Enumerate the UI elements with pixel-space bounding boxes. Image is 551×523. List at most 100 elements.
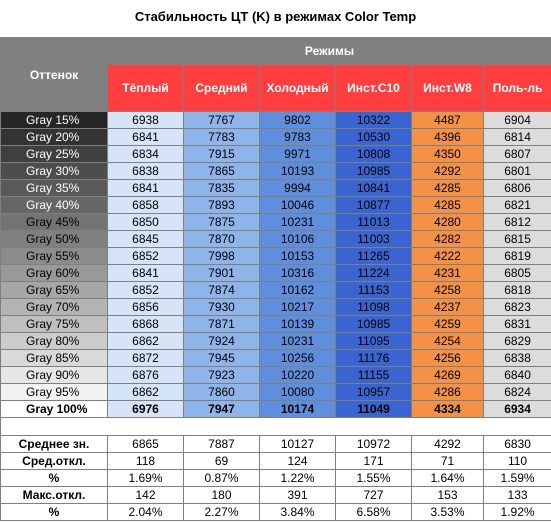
shade-label: Gray 70% bbox=[26, 300, 80, 314]
summary-cell-user: 133 bbox=[482, 486, 551, 504]
value-cell-w8: 4254 bbox=[411, 332, 484, 350]
value-cell-w8: 4231 bbox=[411, 264, 484, 282]
value-cell-user: 6838 bbox=[482, 349, 551, 367]
value-cell-cold: 9783 bbox=[259, 128, 336, 146]
summary-cell-medium: 2.27% bbox=[183, 503, 260, 521]
shade-cell: Gray 60% bbox=[0, 264, 108, 282]
value-cell-medium: 7930 bbox=[183, 298, 260, 316]
summary-cell-cold: 1.22% bbox=[259, 469, 336, 487]
shade-cell: Gray 100% bbox=[0, 400, 108, 418]
value-cell-c10: 11003 bbox=[335, 230, 412, 248]
value-cell-cold: 10162 bbox=[259, 281, 336, 299]
summary-cell-user: 110 bbox=[482, 452, 551, 470]
summary-row: Среднее зн. 6865 7887 10127 10972 4292 6830 bbox=[0, 435, 551, 453]
value-cell-warm: 6852 bbox=[107, 247, 184, 265]
mode-header-w8: Инст.W8 bbox=[411, 64, 484, 112]
mode-header-c10: Инст.С10 bbox=[335, 64, 412, 112]
value-cell-user: 6824 bbox=[482, 383, 551, 401]
value-cell-c10: 11095 bbox=[335, 332, 412, 350]
value-cell-w8: 4282 bbox=[411, 230, 484, 248]
summary-cell-cold: 391 bbox=[259, 486, 336, 504]
shade-cell: Gray 50% bbox=[0, 230, 108, 248]
shade-cell: Gray 65% bbox=[0, 281, 108, 299]
value-cell-c10: 10530 bbox=[335, 128, 412, 146]
shade-label: Gray 85% bbox=[26, 351, 80, 365]
value-cell-medium: 7998 bbox=[183, 247, 260, 265]
value-cell-cold: 9802 bbox=[259, 111, 336, 129]
table-row: Gray 70% 6856 7930 10217 11098 4237 6823 bbox=[0, 298, 551, 316]
shade-cell: Gray 20% bbox=[0, 128, 108, 146]
summary-row: % 1.69% 0.87% 1.22% 1.55% 1.64% 1.59% bbox=[0, 469, 551, 487]
value-cell-w8: 4269 bbox=[411, 366, 484, 384]
value-cell-w8: 4487 bbox=[411, 111, 484, 129]
value-cell-medium: 7767 bbox=[183, 111, 260, 129]
value-cell-c10: 10957 bbox=[335, 383, 412, 401]
shade-label: Gray 40% bbox=[26, 198, 80, 212]
value-cell-w8: 4286 bbox=[411, 383, 484, 401]
value-cell-w8: 4237 bbox=[411, 298, 484, 316]
value-cell-c10: 10877 bbox=[335, 196, 412, 214]
value-cell-c10: 11265 bbox=[335, 247, 412, 265]
value-cell-c10: 10808 bbox=[335, 145, 412, 163]
value-cell-cold: 10046 bbox=[259, 196, 336, 214]
value-cell-w8: 4285 bbox=[411, 179, 484, 197]
summary-cell-warm: 6865 bbox=[107, 435, 184, 453]
value-cell-user: 6934 bbox=[482, 400, 551, 418]
table-row: Gray 35% 6841 7835 9994 10841 4285 6806 bbox=[0, 179, 551, 197]
value-cell-c10: 11155 bbox=[335, 366, 412, 384]
shade-label: Gray 35% bbox=[26, 181, 80, 195]
value-cell-cold: 10256 bbox=[259, 349, 336, 367]
shade-label: Gray 60% bbox=[26, 266, 80, 280]
value-cell-c10: 11098 bbox=[335, 298, 412, 316]
value-cell-warm: 6852 bbox=[107, 281, 184, 299]
value-cell-w8: 4396 bbox=[411, 128, 484, 146]
value-cell-medium: 7783 bbox=[183, 128, 260, 146]
table-row: Gray 100% 6976 7947 10174 11049 4334 6934 bbox=[0, 400, 551, 418]
shade-header: Оттенок bbox=[0, 37, 108, 112]
summary-cell-w8: 4292 bbox=[411, 435, 484, 453]
value-cell-cold: 10139 bbox=[259, 315, 336, 333]
table-row: Gray 60% 6841 7901 10316 11224 4231 6805 bbox=[0, 264, 551, 282]
shade-label: Gray 80% bbox=[26, 334, 80, 348]
value-cell-w8: 4334 bbox=[411, 400, 484, 418]
value-cell-medium: 7901 bbox=[183, 264, 260, 282]
table-row: Gray 25% 6834 7915 9971 10808 4350 6807 bbox=[0, 145, 551, 163]
chart-title: Стабильность ЦТ (K) в режимах Color Temp bbox=[134, 9, 417, 24]
table-row: Gray 80% 6862 7924 10231 11095 4254 6829 bbox=[0, 332, 551, 350]
value-cell-user: 6818 bbox=[482, 281, 551, 299]
value-cell-medium: 7893 bbox=[183, 196, 260, 214]
value-cell-cold: 10231 bbox=[259, 213, 336, 231]
summary-row: % 2.04% 2.27% 3.84% 6.58% 3.53% 1.92% bbox=[0, 503, 551, 521]
value-cell-cold: 10193 bbox=[259, 162, 336, 180]
shade-cell: Gray 70% bbox=[0, 298, 108, 316]
value-cell-user: 6904 bbox=[482, 111, 551, 129]
summary-cell-warm: 1.69% bbox=[107, 469, 184, 487]
value-cell-warm: 6862 bbox=[107, 332, 184, 350]
shade-label: Gray 100% bbox=[26, 402, 88, 416]
value-cell-cold: 9994 bbox=[259, 179, 336, 197]
summary-cell-w8: 1.64% bbox=[411, 469, 484, 487]
mode-header-warm: Тёплый bbox=[107, 64, 184, 112]
value-cell-medium: 7945 bbox=[183, 349, 260, 367]
table-row: Gray 50% 6845 7870 10106 11003 4282 6815 bbox=[0, 230, 551, 248]
table-row: Gray 90% 6876 7923 10220 11155 4269 6840 bbox=[0, 366, 551, 384]
summary-cell-w8: 3.53% bbox=[411, 503, 484, 521]
value-cell-medium: 7874 bbox=[183, 281, 260, 299]
shade-label: Gray 65% bbox=[26, 283, 80, 297]
summary-cell-medium: 180 bbox=[183, 486, 260, 504]
summary-label: Макс.откл. bbox=[0, 486, 108, 504]
value-cell-user: 6801 bbox=[482, 162, 551, 180]
summary-cell-medium: 0.87% bbox=[183, 469, 260, 487]
value-cell-c10: 10841 bbox=[335, 179, 412, 197]
shade-label: Gray 15% bbox=[26, 113, 80, 127]
value-cell-c10: 11224 bbox=[335, 264, 412, 282]
value-cell-cold: 10220 bbox=[259, 366, 336, 384]
value-cell-w8: 4256 bbox=[411, 349, 484, 367]
value-cell-warm: 6856 bbox=[107, 298, 184, 316]
table-row: Gray 30% 6838 7865 10193 10985 4292 6801 bbox=[0, 162, 551, 180]
summary-cell-cold: 3.84% bbox=[259, 503, 336, 521]
value-cell-w8: 4350 bbox=[411, 145, 484, 163]
value-cell-cold: 10153 bbox=[259, 247, 336, 265]
value-cell-warm: 6834 bbox=[107, 145, 184, 163]
value-cell-warm: 6858 bbox=[107, 196, 184, 214]
